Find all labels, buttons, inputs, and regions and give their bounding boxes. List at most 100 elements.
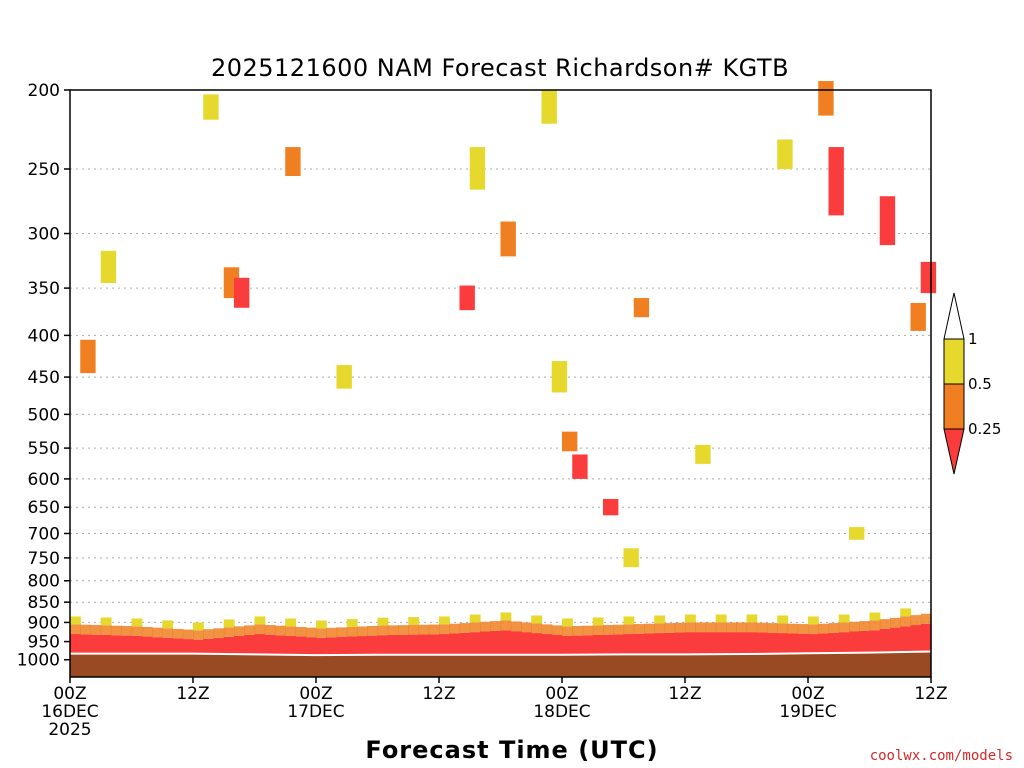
heat-cell-layer-top xyxy=(387,625,399,635)
heat-cell-layer xyxy=(715,632,727,655)
heat-cell-layer-top xyxy=(141,626,153,637)
heat-cell-layer xyxy=(182,639,194,654)
heat-cell-layer xyxy=(726,632,737,655)
heat-cell-layer xyxy=(357,636,368,655)
plot-frame xyxy=(69,89,932,678)
heat-cell-layer xyxy=(387,634,399,655)
heat-cell-layer-fringe xyxy=(469,614,481,623)
heat-cell-layer-top xyxy=(418,624,430,635)
heat-cell-layer-fringe xyxy=(715,614,727,623)
heat-cell-layer-top xyxy=(305,627,317,638)
heat-cell-layer xyxy=(100,634,112,654)
heat-cell-layer-top xyxy=(295,626,307,637)
heat-cell-layer xyxy=(244,634,256,655)
heat-cell xyxy=(541,90,557,124)
heat-cell-layer-fringe xyxy=(654,615,666,624)
heat-cell-layer xyxy=(613,634,625,655)
heat-cell-layer-top xyxy=(316,628,327,638)
heat-cell-layer-top xyxy=(182,629,194,640)
x-tick-label: 17DEC xyxy=(287,702,344,722)
heat-cell-layer-top xyxy=(80,624,92,635)
heat-cell-layer-top xyxy=(736,622,748,633)
heat-cell-layer xyxy=(623,634,635,655)
heat-cell-layer-top xyxy=(264,625,276,635)
heat-cell-layer xyxy=(531,633,543,655)
heat-cell-layer-top xyxy=(654,623,666,634)
heat-cell-layer xyxy=(582,635,594,655)
credit-text: coolwx.com/models xyxy=(870,748,1013,764)
heat-cell-layer xyxy=(275,635,286,655)
surface-line xyxy=(70,650,932,657)
heat-cell xyxy=(551,360,568,393)
heat-cell-layer xyxy=(254,634,266,655)
y-tick-label: 700 xyxy=(28,524,60,544)
heat-cell-layer xyxy=(920,623,932,652)
heat-cell xyxy=(603,498,619,516)
heat-cell xyxy=(879,196,896,246)
heat-cell-layer-fringe xyxy=(500,612,512,621)
heat-cell-layer xyxy=(654,633,666,655)
heat-cell-layer xyxy=(111,635,122,654)
heat-cell-layer-top xyxy=(592,625,604,635)
heat-cell-layer xyxy=(295,636,307,655)
heat-cell-layer xyxy=(152,637,163,654)
heat-cell-layer-top xyxy=(797,624,809,634)
heat-cell-layer-fringe xyxy=(562,618,573,627)
heat-cell-layer xyxy=(234,635,245,655)
heat-cell-layer-top xyxy=(244,625,256,635)
heat-cell-layer xyxy=(767,632,778,654)
heat-cell-layer xyxy=(808,634,819,654)
heat-cell-layer-top xyxy=(162,628,174,638)
heat-cell-layer xyxy=(418,634,430,655)
heat-cell-layer-top xyxy=(121,626,133,636)
heat-cell-layer-top xyxy=(469,622,481,633)
heat-cell-layer-top xyxy=(920,613,932,624)
heat-cell-layer-top xyxy=(808,624,819,635)
heat-cell-layer-top xyxy=(100,625,112,635)
heat-cell-layer xyxy=(644,633,655,655)
x-tick-label: 12Z xyxy=(176,684,209,704)
heat-cell-layer-fringe xyxy=(439,616,450,625)
y-tick-label: 800 xyxy=(28,572,60,592)
heat-cell-layer xyxy=(131,635,143,654)
heat-cell xyxy=(623,548,639,568)
heat-cell-layer xyxy=(305,637,317,655)
heatmap-cells xyxy=(70,81,937,656)
heat-cell-layer-top xyxy=(203,629,215,639)
heat-cell-layer xyxy=(398,634,409,655)
heat-cell-layer xyxy=(510,631,522,655)
y-tick-label: 850 xyxy=(28,593,60,613)
heat-cell-layer-top xyxy=(900,616,912,627)
heat-cell-layer-top xyxy=(254,624,266,635)
heat-cell-layer xyxy=(879,628,891,653)
heat-cell-layer-top xyxy=(715,622,727,633)
heat-cell-layer xyxy=(777,633,789,654)
y-tick-label: 600 xyxy=(28,470,60,490)
heat-cell-layer xyxy=(685,632,696,655)
legend-label: 0.5 xyxy=(968,375,992,393)
heat-cell-layer-fringe xyxy=(408,617,420,625)
heat-cell xyxy=(80,339,96,374)
heat-cell-layer xyxy=(572,635,584,655)
heat-cell-layer-top xyxy=(70,624,81,635)
heat-cell-layer xyxy=(223,636,235,655)
heat-cell-layer xyxy=(900,626,912,653)
heat-cell-layer xyxy=(490,630,502,655)
heat-cell-layer-top xyxy=(213,628,225,638)
y-tick-label: 550 xyxy=(28,439,60,459)
ground-fill xyxy=(70,650,932,677)
x-tick-label: 12Z xyxy=(422,684,455,704)
legend-label: 0.25 xyxy=(968,420,1001,438)
heat-cell-layer xyxy=(162,637,174,654)
y-tick-label: 200 xyxy=(28,81,60,101)
heat-cell-layer xyxy=(459,632,471,655)
heat-cell-layer-top xyxy=(551,625,563,635)
y-tick-label: 750 xyxy=(28,549,60,569)
heat-cell-layer xyxy=(633,633,645,655)
heat-cell-layer xyxy=(172,638,184,654)
heat-cell-layer-fringe xyxy=(254,616,266,625)
heat-cell xyxy=(910,302,926,331)
heat-cell-layer xyxy=(592,634,604,655)
heat-cell-layer-top xyxy=(818,623,830,634)
